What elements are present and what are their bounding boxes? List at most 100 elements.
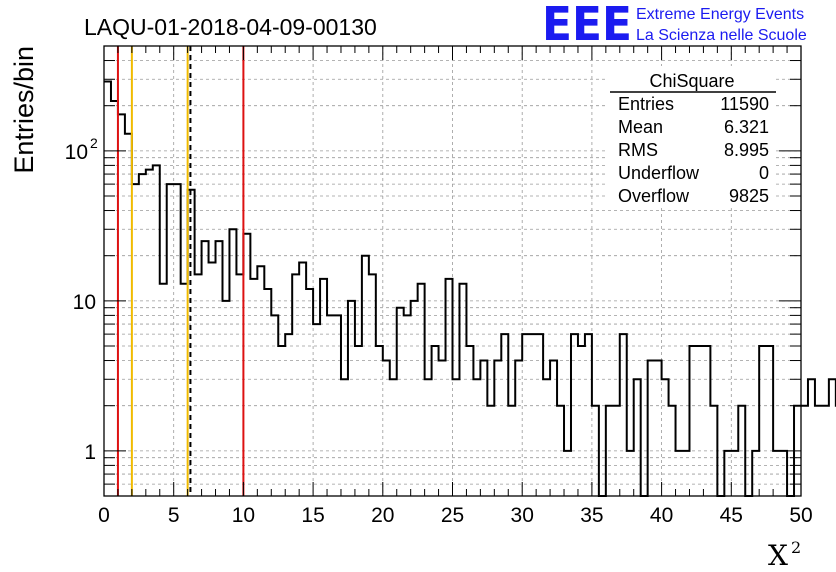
histogram-bin	[703, 346, 710, 496]
histogram-bin	[341, 379, 348, 496]
histogram-bin	[822, 406, 829, 496]
histogram-bin	[543, 379, 550, 496]
x-tick-label: 30	[511, 504, 534, 527]
histogram-bin	[432, 346, 439, 496]
x-tick-label: 35	[580, 504, 603, 527]
histogram-bin	[313, 324, 320, 496]
histogram-bin	[494, 361, 501, 496]
stats-box-title: ChiSquare	[649, 71, 734, 91]
x-tick-label: 20	[371, 504, 394, 527]
histogram-bin	[229, 229, 236, 496]
histogram-bin	[285, 334, 292, 496]
x-tick-label: 15	[301, 504, 324, 527]
histogram-bin	[696, 346, 703, 496]
histogram-bin	[355, 346, 362, 496]
histogram-bin	[815, 406, 822, 496]
histogram-bin	[174, 184, 181, 496]
x-tick-labels: 0 5 10 15 20 25 30 35 40 45 50	[98, 504, 813, 527]
histogram-bin	[320, 279, 327, 496]
plot-frame	[103, 45, 802, 497]
histogram-bin	[655, 361, 662, 496]
y-tick-label-exponent: 2	[90, 135, 98, 151]
histogram-bin	[453, 379, 460, 496]
x-tick-label: 0	[98, 504, 110, 527]
x-axis-label: X 2	[768, 538, 801, 572]
reference-lines	[116, 46, 245, 496]
stats-label-underflow: Underflow	[618, 163, 700, 183]
histogram-bin	[222, 301, 229, 496]
histogram-bin	[362, 256, 369, 496]
histogram-bin	[529, 334, 536, 496]
chart-title: LAQU-01-2018-04-09-00130	[84, 14, 377, 40]
histogram-bin	[585, 334, 592, 496]
histogram-bin	[132, 184, 139, 496]
y-axis-label: Entries/bin	[9, 46, 39, 174]
x-axis-label-base: X	[768, 539, 788, 572]
x-tick-label: 10	[232, 504, 255, 527]
histogram-bin	[766, 346, 773, 496]
histogram-bin	[522, 334, 529, 496]
stats-value-underflow: 0	[759, 163, 769, 183]
histogram-bin	[759, 346, 766, 496]
x-tick-label: 5	[168, 504, 180, 527]
histogram-bin	[689, 346, 696, 496]
histogram-bin	[801, 406, 808, 496]
histogram-bin	[515, 361, 522, 496]
histogram-bin	[480, 361, 487, 496]
histogram-bin	[648, 361, 655, 496]
histogram-bin	[473, 379, 480, 496]
histogram-bin	[829, 379, 836, 496]
histogram-bin	[550, 361, 557, 496]
x-tick-label: 40	[650, 504, 673, 527]
stats-box-background	[608, 66, 776, 208]
histogram-bin	[411, 301, 418, 496]
histogram-bin	[125, 134, 132, 496]
histogram-bin	[578, 346, 585, 496]
eee-logo: EEE Extreme Energy Events La Scienza nel…	[542, 0, 807, 51]
stats-value-rms: 8.995	[724, 140, 769, 160]
eee-logo-line1: Extreme Energy Events	[636, 6, 804, 23]
histogram-bin	[376, 346, 383, 496]
histogram-bin	[466, 346, 473, 496]
histogram-bin	[808, 379, 815, 496]
histogram-bin	[425, 379, 432, 496]
y-tick-label: 1	[84, 441, 96, 464]
histogram-bin	[571, 334, 578, 496]
x-axis-label-exponent: 2	[791, 538, 801, 557]
x-tick-label: 45	[720, 504, 743, 527]
histogram-bin	[139, 174, 146, 496]
histogram-bin	[278, 346, 285, 496]
stats-value-mean: 6.321	[724, 117, 769, 137]
histogram-bin	[439, 361, 446, 496]
x-tick-label: 25	[441, 504, 464, 527]
histogram-bin	[662, 379, 669, 496]
y-tick-label: 10	[73, 291, 96, 314]
x-tick-label: 50	[789, 504, 812, 527]
histogram-bin	[348, 301, 355, 496]
stats-label-rms: RMS	[618, 140, 658, 160]
histogram-bin	[104, 81, 111, 496]
histogram-bin	[146, 170, 153, 496]
histogram-bin	[397, 308, 404, 496]
histogram-bin	[446, 279, 453, 496]
histogram-bin	[501, 334, 508, 496]
stats-label-mean: Mean	[618, 117, 663, 137]
histogram-bin	[620, 334, 627, 496]
histogram-bin	[153, 165, 160, 496]
histogram-bin	[111, 101, 118, 496]
stats-label-entries: Entries	[618, 94, 674, 114]
histogram-bin	[167, 184, 174, 496]
eee-logo-line2: La Scienza nelle Scuole	[636, 27, 807, 44]
eee-logo-text: EEE	[542, 0, 632, 51]
histogram-bin	[250, 279, 257, 496]
histogram-bin	[243, 234, 250, 496]
histogram-bin	[536, 334, 543, 496]
histogram-bin	[118, 114, 125, 496]
axis-ticks	[103, 45, 802, 497]
stats-value-entries: 11590	[720, 94, 769, 114]
stats-label-overflow: Overflow	[618, 186, 690, 206]
stats-value-overflow: 9825	[729, 186, 769, 206]
histogram-bin	[264, 289, 271, 496]
histogram-bin	[390, 379, 397, 496]
